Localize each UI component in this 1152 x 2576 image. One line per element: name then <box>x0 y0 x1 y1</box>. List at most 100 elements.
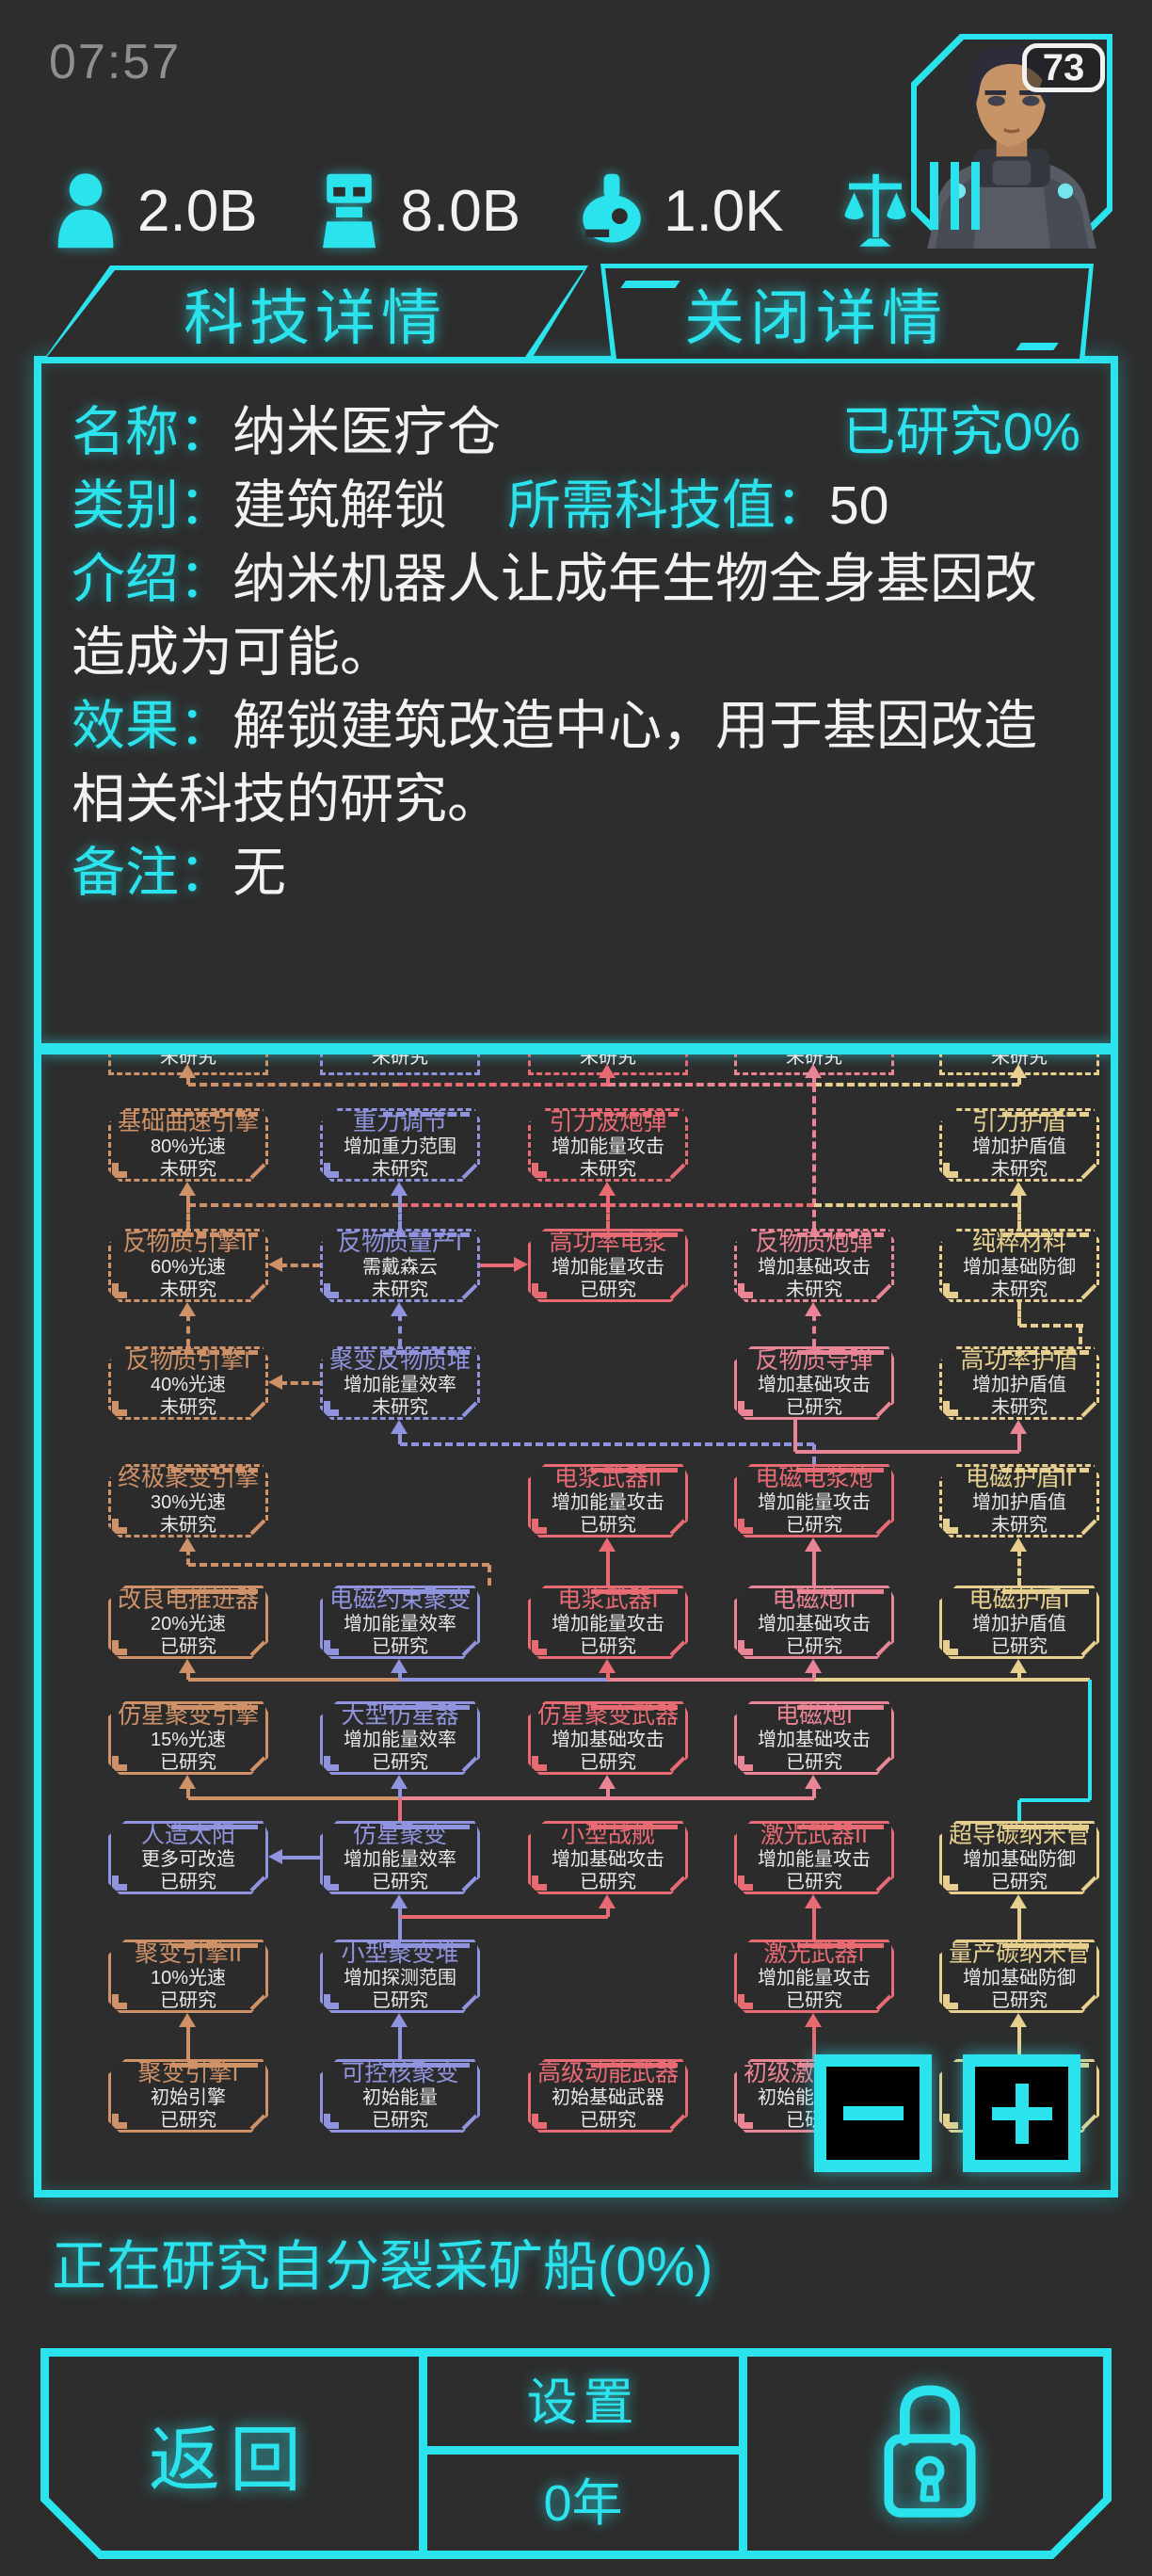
tech-node[interactable]: 电磁护盾I 增加护盾值 已研究 <box>939 1586 1099 1659</box>
tech-node[interactable]: 引力波炮弹 增加能量攻击 未研究 <box>528 1108 688 1182</box>
node-slash-decoration <box>1081 1164 1097 1180</box>
tech-node[interactable]: 反物质炮弹 增加基础攻击 未研究 <box>734 1229 894 1302</box>
tech-node[interactable]: 小型聚变堆 增加探测范围 已研究 <box>320 1940 480 2013</box>
connector-arrow-icon <box>1010 1064 1027 1078</box>
node-status: 未研究 <box>991 1159 1048 1180</box>
tech-node[interactable]: 高功率电浆 增加能量攻击 已研究 <box>528 1229 688 1302</box>
tech-node[interactable]: 量产碳纳米管 增加基础防御 已研究 <box>939 1940 1099 2013</box>
tech-node[interactable]: 电磁护盾II 增加护盾值 未研究 <box>939 1464 1099 1538</box>
tree-connector <box>186 1313 190 1346</box>
node-desc: 增加基础防御 <box>963 1849 1076 1870</box>
node-desc: 增加护盾值 <box>972 1492 1066 1513</box>
tech-cost-label: 所需科技值： <box>507 475 829 536</box>
tech-node[interactable]: 可控核聚变 初始能量 已研究 <box>320 2059 480 2133</box>
tree-connector <box>400 1678 608 1682</box>
node-status: 已研究 <box>372 1636 428 1657</box>
tech-node[interactable]: 聚变引擎I 初始引擎 已研究 <box>108 2059 268 2133</box>
node-tab-decoration <box>1002 1350 1089 1355</box>
tab-tech-details[interactable]: 科技详情 <box>42 266 588 362</box>
tech-node[interactable]: 大型仿星器 增加能量效率 已研究 <box>320 1701 480 1775</box>
tech-node[interactable]: 反物质引擎II 60%光速 未研究 <box>108 1229 268 1302</box>
node-desc: 增加基础防御 <box>963 1968 1076 1988</box>
tech-node[interactable]: 基础曲速引擎 80%光速 未研究 <box>108 1108 268 1182</box>
tech-node[interactable]: 电浆武器I 增加能量攻击 已研究 <box>528 1586 688 1659</box>
tech-node[interactable]: 改良电推进器 20%光速 已研究 <box>108 1586 268 1659</box>
tech-node[interactable]: 引力护盾 增加护盾值 未研究 <box>939 1108 1099 1182</box>
node-corner-decoration <box>112 1876 127 1891</box>
tech-node[interactable]: 人造太阳 更多可改造 已研究 <box>108 1821 268 1894</box>
lock-button[interactable] <box>747 2348 1112 2559</box>
tech-node[interactable]: 高功率护盾 增加护盾值 未研究 <box>939 1346 1099 1420</box>
tree-connector <box>812 1670 816 1680</box>
tech-node[interactable]: 反物质量产I 需戴森云 未研究 <box>320 1229 480 1302</box>
connector-arrow-icon <box>179 1182 196 1196</box>
node-desc: 增加能量攻击 <box>552 1492 664 1513</box>
node-desc: 增加基础防御 <box>963 1257 1076 1278</box>
connector-arrow-icon <box>1010 1894 1027 1908</box>
tech-node[interactable]: 高级动能武器 初始基础武器 已研究 <box>528 2059 688 2133</box>
category-label: 类别： <box>72 475 232 536</box>
connector-arrow-icon <box>599 1064 616 1078</box>
tab-close-details[interactable]: 关闭详情 <box>538 264 1094 363</box>
tech-node[interactable]: 电磁电浆炮 增加能量攻击 已研究 <box>734 1464 894 1538</box>
tech-node[interactable]: 反物质导弹 增加基础攻击 已研究 <box>734 1346 894 1420</box>
node-slash-decoration <box>1081 1641 1097 1657</box>
node-corner-decoration <box>943 1640 958 1655</box>
connector-arrow-icon <box>1010 1538 1027 1552</box>
tech-node[interactable]: 激光武器I 增加能量攻击 已研究 <box>734 1940 894 2013</box>
tech-cost-value: 50 <box>829 475 889 536</box>
clock-time: 07:57 <box>49 35 182 89</box>
node-slash-decoration <box>670 1284 686 1300</box>
tech-node[interactable]: 仿星聚变引擎 15%光速 已研究 <box>108 1701 268 1775</box>
zoom-in-button[interactable] <box>963 2054 1080 2172</box>
tech-node[interactable]: 激光武器II 增加能量攻击 已研究 <box>734 1821 894 1894</box>
tech-node[interactable]: 聚变引擎II 10%光速 已研究 <box>108 1940 268 2013</box>
connector-arrow-icon <box>1010 1659 1027 1673</box>
tree-connector <box>480 1264 517 1267</box>
resource-robots: 8.0B <box>312 171 520 250</box>
connector-arrow-icon <box>514 1257 528 1272</box>
tree-connector <box>795 1450 1019 1454</box>
tree-connector <box>608 1083 814 1087</box>
year-display[interactable]: 0年 <box>543 2475 623 2532</box>
tree-connector <box>812 1085 816 1229</box>
tech-node[interactable]: 电浆武器II 增加能量攻击 已研究 <box>528 1464 688 1538</box>
node-desc: 80%光速 <box>150 1136 227 1157</box>
tech-node[interactable]: 反物质引擎I 40%光速 未研究 <box>108 1346 268 1420</box>
research-status-text: 正在研究自分裂采矿船(0%) <box>52 2236 713 2297</box>
tech-node[interactable]: 仿星聚变武器 增加基础攻击 已研究 <box>528 1701 688 1775</box>
node-desc: 增加护盾值 <box>972 1375 1066 1395</box>
tree-connector <box>812 2024 816 2059</box>
tree-connector <box>398 1670 402 1680</box>
tree-connector <box>188 1563 489 1567</box>
tech-node[interactable]: 聚变反物质堆 增加能量效率 未研究 <box>320 1346 480 1420</box>
back-button[interactable]: 返回 <box>149 2421 311 2501</box>
tree-connector <box>812 1549 816 1586</box>
tech-node[interactable]: 电磁炮I 增加基础攻击 已研究 <box>734 1701 894 1775</box>
tech-node[interactable]: 终极聚变引擎 30%光速 未研究 <box>108 1464 268 1538</box>
tree-connector <box>1019 1324 1083 1328</box>
tech-tree-zone[interactable]: 未研究 未研究 未研究 未研究 未研究 基础曲速引擎 80%光速 未研究 重力调节 增加重力范围未… <box>41 1055 1111 2190</box>
zoom-out-button[interactable] <box>814 2054 932 2172</box>
connector-arrow-icon <box>805 1064 822 1078</box>
connector-arrow-icon <box>599 1659 616 1673</box>
tech-node[interactable]: 电磁约束聚变 增加能量效率 已研究 <box>320 1586 480 1659</box>
settings-button[interactable]: 设置 <box>526 2374 640 2431</box>
tech-node[interactable]: 仿星聚变 增加能量效率 已研究 <box>320 1821 480 1894</box>
node-status: 未研究 <box>991 1397 1048 1418</box>
ship-icon <box>583 173 641 243</box>
tech-node[interactable]: 重力调节 增加重力范围 未研究 <box>320 1108 480 1182</box>
tree-connector <box>1017 1205 1021 1229</box>
tree-connector <box>1017 1549 1021 1586</box>
node-tab-decoration <box>797 1468 884 1473</box>
node-slash-decoration <box>670 1520 686 1536</box>
node-corner-decoration <box>532 1283 547 1298</box>
tech-node[interactable]: 小型战舰 增加基础攻击 已研究 <box>528 1821 688 1894</box>
node-desc: 增加能量攻击 <box>758 1492 871 1513</box>
tree-connector <box>398 1906 402 1940</box>
tech-node[interactable]: 电磁炮II 增加基础攻击 已研究 <box>734 1586 894 1659</box>
node-corner-decoration <box>738 1756 753 1771</box>
avatar[interactable]: 73 <box>911 34 1112 249</box>
tech-node[interactable]: 超导碳纳米管 增加基础防御 已研究 <box>939 1821 1099 1894</box>
tech-node[interactable]: 纯粹材料 增加基础防御 未研究 <box>939 1229 1099 1302</box>
